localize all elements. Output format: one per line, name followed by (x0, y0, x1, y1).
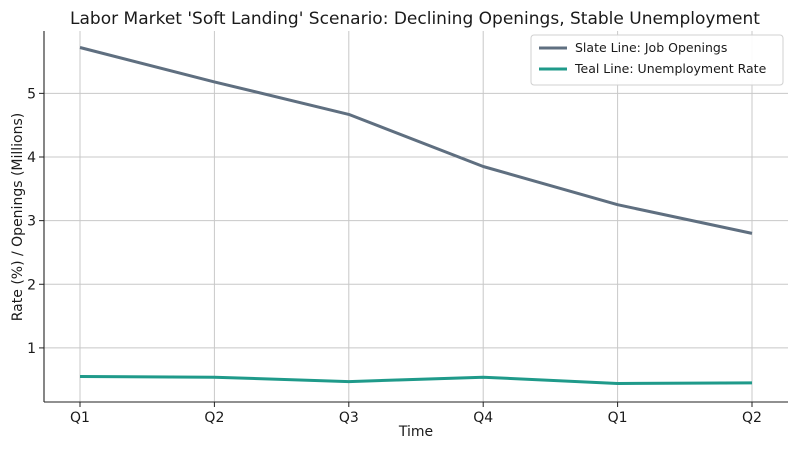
x-axis-label: Time (398, 424, 433, 440)
y-tick-label: 5 (27, 86, 36, 102)
x-tick-label: Q4 (473, 410, 493, 426)
chart-title: Labor Market 'Soft Landing' Scenario: De… (70, 9, 760, 29)
y-axis-label: Rate (%) / Openings (Millions) (10, 113, 26, 321)
y-tick-label: 4 (27, 150, 36, 166)
series-line-unemployment-rate (79, 375, 753, 385)
grid-lines (44, 31, 788, 402)
legend-box (530, 34, 784, 86)
axis-ticks: Q1 Q2 Q3 Q4 Q1 Q2 1 2 3 4 5 (27, 86, 762, 426)
y-tick-label: 3 (27, 214, 36, 230)
y-tick-label: 1 (27, 341, 36, 357)
x-tick-label: Q2 (204, 410, 224, 426)
x-tick-label: Q2 (742, 410, 762, 426)
axes (43, 31, 788, 403)
series-line-job-openings (79, 46, 753, 235)
legend-label-unemployment-rate: Teal Line: Unemployment Rate (574, 61, 767, 76)
series-lines (79, 46, 753, 385)
x-tick-label: Q3 (339, 410, 359, 426)
x-tick-label: Q1 (608, 410, 628, 426)
x-tick-label: Q1 (70, 410, 90, 426)
legend: Slate Line: Job Openings Teal Line: Unem… (530, 34, 784, 86)
y-tick-label: 2 (27, 277, 36, 293)
legend-label-job-openings: Slate Line: Job Openings (575, 40, 727, 55)
